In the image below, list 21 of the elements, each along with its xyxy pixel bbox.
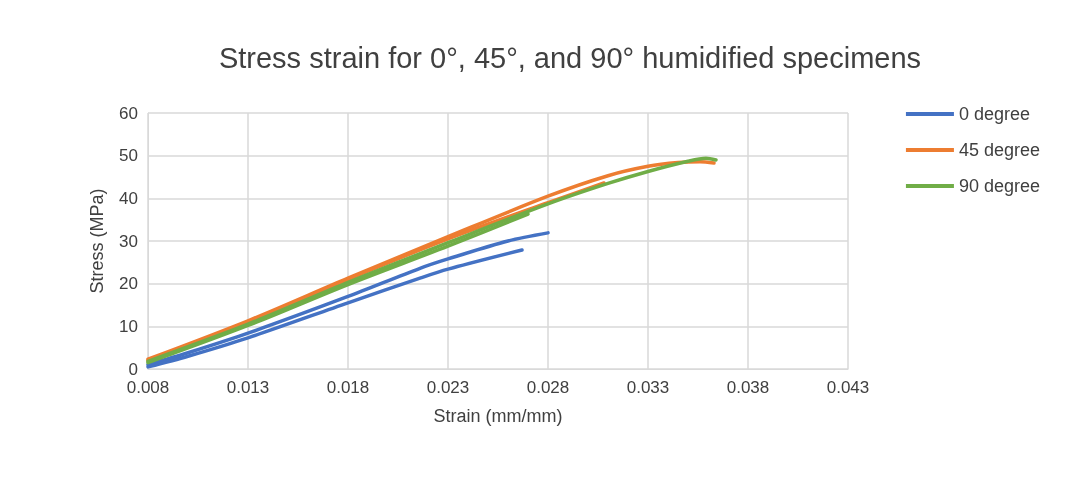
y-tick-label: 50 [119,146,138,166]
y-tick-label: 60 [119,103,138,123]
legend-label: 0 degree [958,104,1030,124]
x-tick-label: 0.043 [826,378,870,397]
y-tick-label: 0 [128,359,138,379]
x-tick-label: 0.018 [326,378,370,397]
x-tick-label: 0.038 [726,378,770,397]
chart-title: Stress strain for 0°, 45°, and 90° humidified specimens [218,41,922,74]
x-axis-title: Strain (mm/mm) [433,406,563,426]
y-tick-label: 40 [119,188,138,208]
y-tick-label: 10 [119,316,138,336]
x-tick-label: 0.013 [226,378,270,397]
x-tick-label: 0.028 [526,378,570,397]
legend-label: 90 degree [958,176,1041,196]
legend-label: 45 degree [958,140,1041,160]
x-tick-label: 0.023 [426,378,470,397]
y-tick-label: 30 [119,231,138,251]
x-tick-label: 0.008 [126,378,170,397]
y-axis-title: Stress (MPa) [87,188,107,294]
x-tick-label: 0.033 [626,378,670,397]
y-tick-label: 20 [119,274,138,294]
